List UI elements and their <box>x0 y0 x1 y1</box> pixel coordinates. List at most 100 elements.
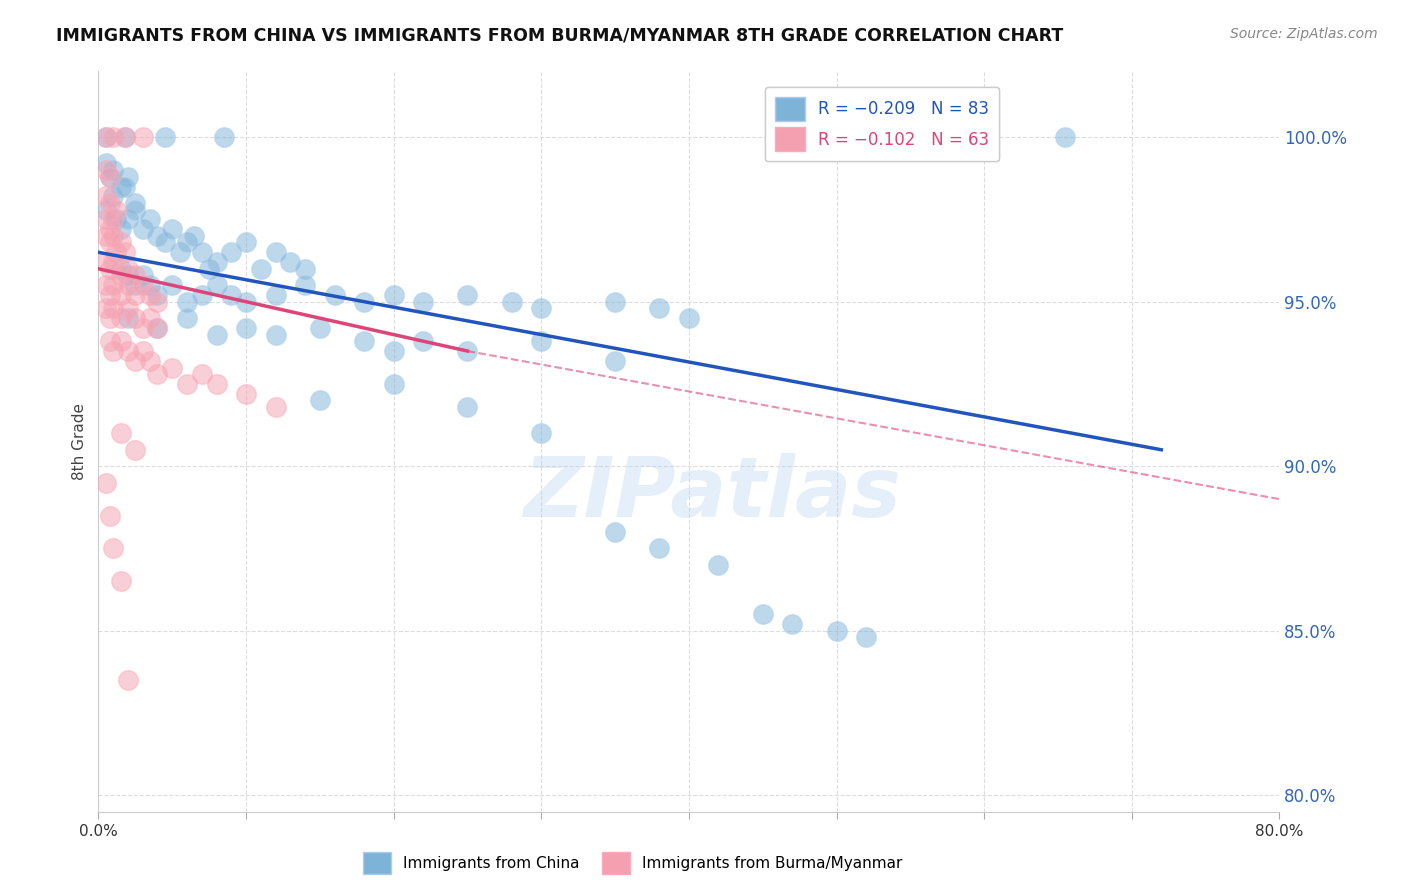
Point <box>825 624 848 638</box>
Point <box>250 261 273 276</box>
Point <box>198 261 221 276</box>
Text: Source: ZipAtlas.com: Source: ZipAtlas.com <box>1230 27 1378 41</box>
Point <box>94 156 117 170</box>
Point <box>98 169 121 184</box>
Point <box>139 212 162 227</box>
Point <box>117 169 139 184</box>
Point <box>235 235 257 250</box>
Point <box>530 426 553 441</box>
Point <box>205 255 228 269</box>
Legend: R = −0.209   N = 83, R = −0.102   N = 63: R = −0.209 N = 83, R = −0.102 N = 63 <box>765 87 1000 161</box>
Point <box>110 261 132 276</box>
Point <box>117 673 139 687</box>
Point <box>110 268 132 283</box>
Point <box>110 334 132 348</box>
Point <box>124 202 146 217</box>
Point <box>264 245 287 260</box>
Point <box>176 235 198 250</box>
Point <box>94 130 117 145</box>
Point <box>117 311 139 326</box>
Point <box>132 321 155 335</box>
Point <box>105 212 128 227</box>
Point <box>98 169 121 184</box>
Point <box>110 574 132 589</box>
Point <box>94 301 117 316</box>
Point <box>117 278 139 293</box>
Point <box>110 235 132 250</box>
Point <box>117 344 139 359</box>
Point <box>205 376 228 391</box>
Point <box>98 288 121 302</box>
Point <box>153 235 176 250</box>
Point <box>103 212 125 227</box>
Point <box>146 321 169 335</box>
Text: IMMIGRANTS FROM CHINA VS IMMIGRANTS FROM BURMA/MYANMAR 8TH GRADE CORRELATION CHA: IMMIGRANTS FROM CHINA VS IMMIGRANTS FROM… <box>56 27 1063 45</box>
Legend: Immigrants from China, Immigrants from Burma/Myanmar: Immigrants from China, Immigrants from B… <box>357 846 908 880</box>
Point <box>162 222 183 236</box>
Point <box>605 354 627 368</box>
Point <box>124 278 146 293</box>
Point <box>103 228 125 243</box>
Point <box>94 278 117 293</box>
Point <box>94 163 117 178</box>
Point <box>412 294 434 309</box>
Point <box>457 344 479 359</box>
Point <box>103 541 125 556</box>
Point <box>235 321 257 335</box>
Point <box>117 212 139 227</box>
Point <box>139 288 162 302</box>
Point <box>94 202 117 217</box>
Point <box>132 278 155 293</box>
Point <box>114 130 136 145</box>
Point <box>176 294 198 309</box>
Point <box>501 294 523 309</box>
Point <box>146 294 169 309</box>
Point <box>648 541 671 556</box>
Point <box>105 202 128 217</box>
Point <box>146 367 169 381</box>
Point <box>124 196 146 211</box>
Point <box>382 344 405 359</box>
Point <box>103 189 125 203</box>
Point <box>280 255 302 269</box>
Point <box>605 524 627 539</box>
Point <box>110 288 132 302</box>
Point <box>530 301 553 316</box>
Point <box>132 130 155 145</box>
Point <box>124 442 146 457</box>
Point <box>353 334 375 348</box>
Point <box>707 558 730 572</box>
Point <box>124 268 146 283</box>
Point <box>309 393 332 408</box>
Point <box>110 311 132 326</box>
Point <box>162 278 183 293</box>
Point <box>98 196 121 211</box>
Point <box>146 228 169 243</box>
Point <box>294 261 316 276</box>
Point <box>94 130 117 145</box>
Point <box>146 288 169 302</box>
Point <box>139 354 162 368</box>
Point <box>605 294 627 309</box>
Point <box>294 278 316 293</box>
Point <box>103 344 125 359</box>
Point <box>382 288 405 302</box>
Point <box>782 617 804 632</box>
Text: ZIPatlas: ZIPatlas <box>523 453 901 534</box>
Point <box>855 630 877 644</box>
Point <box>114 245 136 260</box>
Point <box>382 376 405 391</box>
Point <box>139 311 162 326</box>
Point <box>412 334 434 348</box>
Point <box>530 334 553 348</box>
Point <box>205 327 228 342</box>
Point <box>124 311 146 326</box>
Point <box>191 245 214 260</box>
Point <box>98 222 121 236</box>
Point <box>191 288 214 302</box>
Point <box>132 222 155 236</box>
Point <box>264 327 287 342</box>
Point <box>98 334 121 348</box>
Point <box>1054 130 1077 145</box>
Point <box>94 212 117 227</box>
